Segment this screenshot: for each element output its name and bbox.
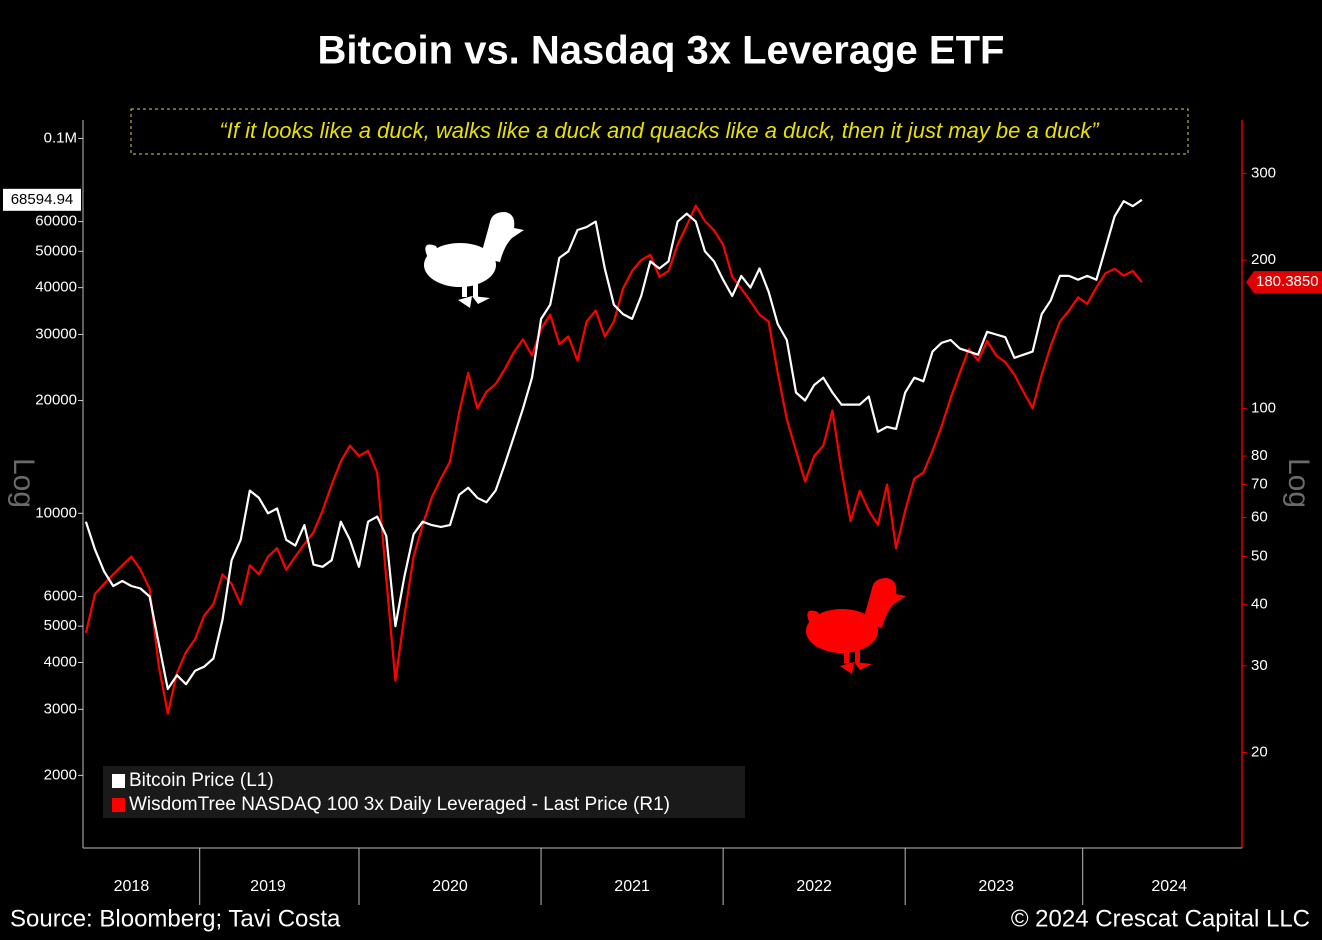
legend: Bitcoin Price (L1) WisdomTree NASDAQ 100 … (103, 766, 745, 818)
legend-swatch (112, 798, 125, 812)
y2-tick-label: 100 (1251, 399, 1276, 416)
x-tick-label: 2024 (1151, 878, 1187, 895)
y-tick-label: 2000 (44, 766, 77, 783)
y2-tick-label: 30 (1251, 657, 1268, 674)
y2-tick-label: 60 (1251, 509, 1268, 526)
source-note: Source: Bloomberg; Tavi Costa (10, 905, 341, 932)
last-value-box (3, 188, 81, 211)
last-value-label: 68594.94 (11, 191, 74, 208)
x-tick-label: 2020 (432, 878, 468, 895)
white-duck-icon (424, 212, 524, 308)
x-tick-label: 2023 (978, 878, 1014, 895)
y-tick-label: 10000 (35, 504, 77, 521)
y-tick-label: 50000 (35, 242, 77, 259)
annotation-box (130, 108, 1189, 155)
annotation: “If it looks like a duck, walks like a d… (219, 118, 1100, 143)
y-tick-label: 0.1M (44, 129, 77, 146)
y-tick-label: 5000 (44, 617, 77, 634)
legend-box (103, 766, 745, 818)
red-duck-icon (806, 578, 906, 674)
x-tick-label: 2021 (614, 878, 650, 895)
y-tick-label: 6000 (44, 587, 77, 604)
y2-tick-label: 20 (1251, 744, 1268, 761)
x-tick-label: 2022 (796, 878, 832, 895)
y2-tick-label: 40 (1251, 595, 1268, 612)
legend-label: Bitcoin Price (L1) (129, 770, 274, 791)
chart-title: Bitcoin vs. Nasdaq 3x Leverage ETF (318, 29, 1005, 73)
y-axis-label: Log (7, 458, 40, 508)
y2-axis-label: Log (1282, 458, 1315, 508)
y-tick-label: 20000 (35, 391, 77, 408)
y2-tick-label: 80 (1251, 447, 1268, 464)
x-tick-label: 2019 (250, 878, 286, 895)
y2-tick-label: 50 (1251, 548, 1268, 565)
y-tick-label: 30000 (35, 325, 77, 342)
y-tick-label: 40000 (35, 279, 77, 296)
y2-tick-label: 70 (1251, 476, 1268, 493)
series-line (84, 204, 1143, 715)
last-value-label: 180.3850 (1256, 273, 1319, 290)
legend-label: WisdomTree NASDAQ 100 3x Daily Leveraged… (129, 794, 670, 815)
y2-tick-label: 300 (1251, 164, 1276, 181)
copyright: © 2024 Crescat Capital LLC (1011, 905, 1310, 932)
y2-tick-label: 200 (1251, 251, 1276, 268)
y-tick-label: 3000 (44, 700, 77, 717)
series-line (84, 198, 1143, 691)
last-value-box (1246, 271, 1322, 294)
legend-swatch (112, 774, 125, 788)
x-tick-label: 2018 (114, 878, 150, 895)
y-tick-label: 4000 (44, 653, 77, 670)
y-tick-label: 60000 (35, 213, 77, 230)
